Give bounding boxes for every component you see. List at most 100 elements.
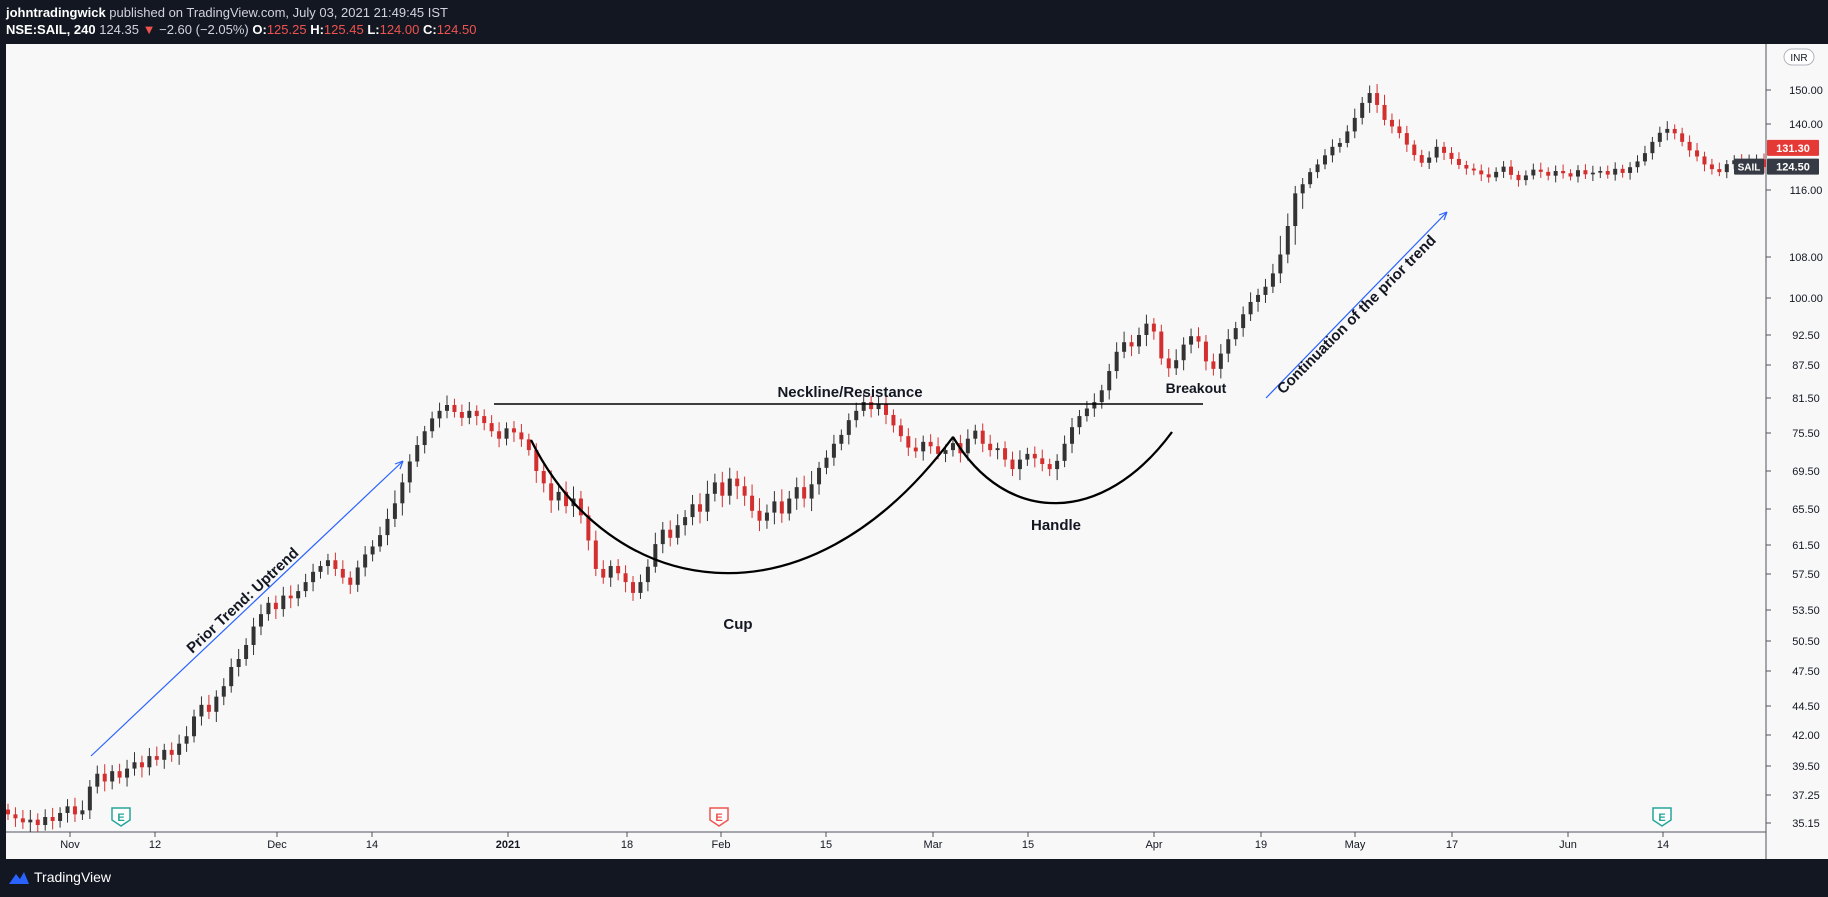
- candle-body: [355, 567, 360, 585]
- candle: [392, 490, 397, 528]
- candle: [139, 755, 144, 778]
- price-scale[interactable]: 150.00 140.00 116.00 108.00 100.00 92.50 87.50…: [1765, 44, 1828, 859]
- currency-badge[interactable]: [1783, 48, 1815, 66]
- price-scale-panel[interactable]: [1766, 44, 1828, 859]
- candle: [407, 454, 412, 493]
- candle-body: [831, 443, 836, 458]
- time-tick-label: Dec: [267, 839, 287, 851]
- candle: [20, 809, 25, 829]
- candle-body: [1047, 464, 1052, 470]
- candle: [385, 508, 390, 546]
- candle-body: [1099, 390, 1104, 403]
- earnings-marker-label: E: [715, 812, 722, 824]
- time-axis[interactable]: Nov 12 Dec 14 2021 18 Feb 15 Mar 15 Apr 19 May 17 Jun 1…: [6, 831, 1766, 851]
- symbol-label[interactable]: NSE:SAIL, 240: [6, 22, 96, 37]
- chart-area[interactable]: 150.00 140.00 116.00 108.00 100.00 92.50 87.50…: [6, 44, 1828, 859]
- candle: [28, 809, 33, 832]
- candle: [809, 470, 814, 512]
- candle-body: [1323, 155, 1327, 165]
- candle-body: [1345, 131, 1350, 143]
- earnings-marker-icon[interactable]: E: [111, 807, 131, 827]
- price-marker-box[interactable]: [1767, 158, 1819, 175]
- candle-body: [459, 412, 464, 418]
- time-tick-label: 19: [1255, 839, 1267, 851]
- candle-body: [244, 645, 249, 659]
- candle: [802, 475, 807, 508]
- candle-body: [1070, 427, 1075, 444]
- high-label: H:: [310, 22, 324, 37]
- candle-body: [854, 410, 859, 421]
- candle-body: [6, 809, 10, 815]
- candle-body: [430, 418, 435, 432]
- author-name[interactable]: johntradingwick: [6, 5, 106, 20]
- candle-body: [192, 716, 197, 737]
- candle-body: [995, 448, 1000, 451]
- candle-body: [1642, 153, 1647, 162]
- candle-body: [1561, 171, 1566, 174]
- candle-body: [1278, 254, 1283, 274]
- candle: [102, 764, 107, 792]
- candle-body: [653, 544, 658, 567]
- time-tick-label: 14: [1657, 839, 1669, 851]
- prior-uptrend-arrow[interactable]: [90, 460, 404, 757]
- time-tick-label: 18: [621, 839, 633, 851]
- candle-body: [43, 817, 48, 825]
- candle-body: [1687, 141, 1692, 151]
- candle: [1583, 164, 1588, 180]
- candle-body: [363, 554, 368, 568]
- candle: [1628, 162, 1633, 180]
- candle: [988, 434, 993, 457]
- candle: [601, 560, 606, 584]
- cup-curve[interactable]: [529, 436, 954, 575]
- candle-body: [1263, 286, 1268, 295]
- candle: [333, 552, 338, 577]
- candle-body: [35, 819, 40, 825]
- brand-name[interactable]: TradingView: [34, 869, 112, 885]
- candle-body: [794, 487, 799, 499]
- price-tick-label: 57.50: [1792, 569, 1820, 581]
- candle: [1419, 149, 1424, 167]
- candle-body: [266, 602, 271, 615]
- candle-body: [824, 457, 829, 468]
- candle-body: [452, 405, 457, 412]
- candle-body: [229, 667, 234, 687]
- candle-body: [311, 571, 316, 583]
- candle-body: [511, 428, 516, 433]
- candle: [526, 433, 531, 456]
- price-chart[interactable]: 150.00 140.00 116.00 108.00 100.00 92.50 87.50…: [6, 44, 1828, 859]
- candle: [504, 422, 509, 446]
- candle-body: [437, 410, 442, 419]
- candle-body: [1404, 133, 1409, 145]
- candle-body: [50, 817, 55, 821]
- candle-body: [1546, 171, 1551, 176]
- symbol-tag-box[interactable]: [1734, 158, 1764, 175]
- candle-body: [392, 503, 397, 519]
- candle: [1323, 149, 1327, 170]
- candle: [697, 493, 702, 524]
- candle: [1040, 449, 1045, 472]
- candle: [58, 807, 63, 828]
- ohlc-line: NSE:SAIL, 240 124.35 ▼ −2.60 (−2.05%) O:…: [6, 22, 476, 37]
- price-tick-label: 92.50: [1792, 330, 1820, 342]
- earnings-marker-icon[interactable]: E: [709, 807, 729, 827]
- candle: [1136, 327, 1141, 355]
- candle: [13, 807, 18, 827]
- price-tick-label: 44.50: [1792, 701, 1820, 713]
- candle-body: [1479, 170, 1484, 175]
- candle: [1256, 288, 1261, 312]
- price-marker-box[interactable]: [1767, 139, 1819, 156]
- candle: [1003, 441, 1008, 467]
- earnings-marker-label: E: [117, 812, 124, 824]
- candle-body: [1218, 353, 1223, 369]
- candle: [1010, 451, 1015, 477]
- earnings-marker-icon[interactable]: E: [1652, 807, 1672, 827]
- candle: [1412, 140, 1417, 161]
- candle-body: [1226, 339, 1231, 354]
- candle-body: [869, 402, 874, 410]
- candle: [1613, 162, 1618, 181]
- handle-curve[interactable]: [952, 431, 1173, 505]
- candle-body: [325, 560, 330, 567]
- continuation-trend-arrow[interactable]: [1265, 211, 1448, 399]
- candle: [891, 409, 896, 433]
